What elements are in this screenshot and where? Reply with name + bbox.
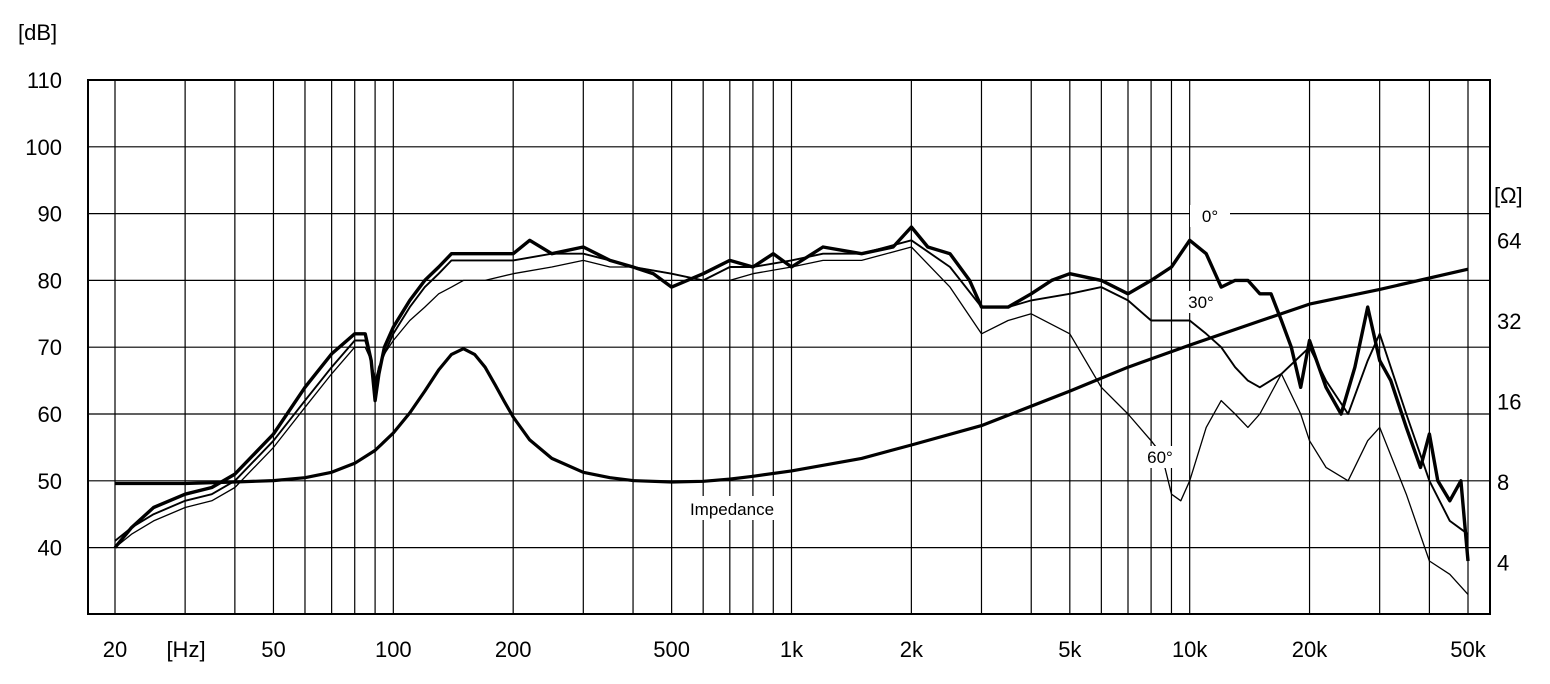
annotation-label: 0° [1202,207,1218,226]
x-axis-unit: [Hz] [166,637,205,662]
plot-frame [87,79,1491,615]
y-left-tick-label: 80 [38,268,62,293]
y-left-tick-label: 110 [27,68,62,93]
annotation-background [678,496,786,520]
y-left-tick-label: 50 [38,469,62,494]
x-tick-label: 20k [1292,637,1328,662]
y-right-tick-label: 16 [1497,390,1521,415]
x-tick-label: 100 [375,637,412,662]
x-tick-label: 1k [780,637,804,662]
series-line-1 [114,239,1469,542]
y-left-tick-label: 60 [38,402,62,427]
y-left-tick-label: 100 [25,135,62,160]
series-line-2 [114,246,1469,595]
y-left-tick-label: 70 [38,335,62,360]
x-tick-label: 2k [900,637,924,662]
x-tick-label: 200 [495,637,532,662]
annotation-label: Impedance [690,500,774,519]
annotation-background [1141,446,1179,468]
y-left-tick-label: 40 [38,536,62,561]
annotation-label: 30° [1188,293,1214,312]
x-tick-label: 50 [261,637,285,662]
y-right-tick-label: 64 [1497,229,1521,254]
left-axis-unit: [dB] [18,20,57,45]
x-tick-label: 20 [103,637,127,662]
right-axis-unit: [Ω] [1494,183,1523,208]
tick-label-layer: 20 50 100 200 500 1k 2k 5k 10k 20k 50k 110 100 90 80 70… [25,68,1521,662]
annotation-background [1182,291,1220,313]
y-right-tick-label: 8 [1497,470,1509,495]
y-right-tick-label: 4 [1497,551,1509,576]
annotation-label: 60° [1147,448,1173,467]
series-line-0 [113,225,1470,562]
x-tick-label: 500 [653,637,690,662]
annotation-background [1190,205,1230,227]
x-tick-label: 10k [1172,637,1208,662]
annotation-layer: 0° 30° 60° Impedance [678,205,1230,520]
series-line-3 [115,267,1469,486]
x-tick-label: 50k [1450,637,1486,662]
series-layer [113,225,1470,595]
y-left-tick-label: 90 [38,202,62,227]
y-right-tick-label: 32 [1497,309,1521,334]
x-tick-label: 5k [1058,637,1082,662]
